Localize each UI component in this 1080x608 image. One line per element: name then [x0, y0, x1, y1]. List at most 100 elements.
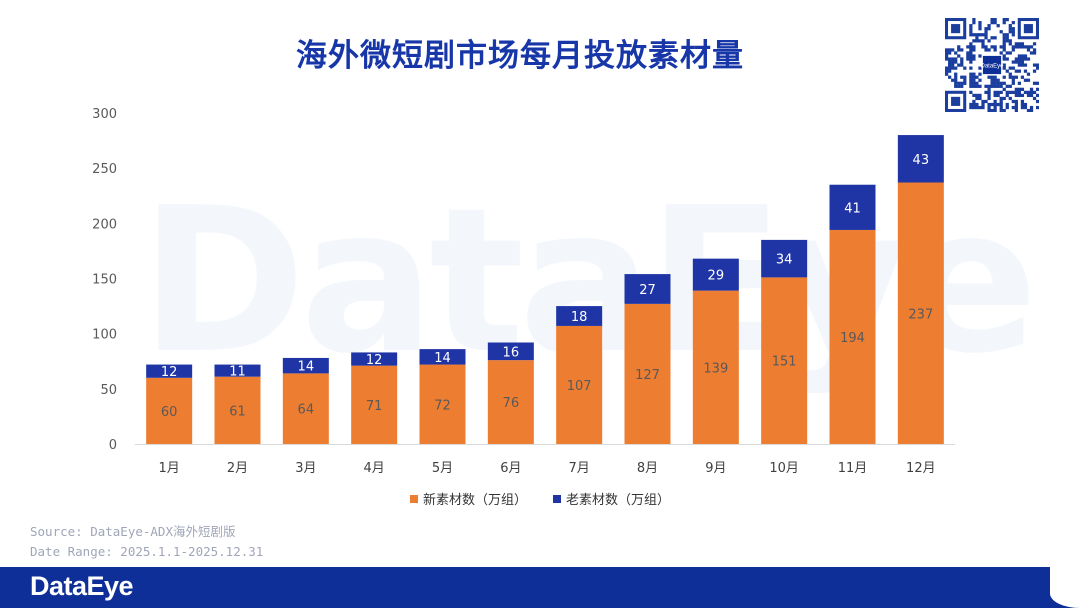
qr-module: [987, 96, 991, 101]
qr-module: [1014, 45, 1018, 49]
qr-module: [960, 81, 964, 85]
qr-module: [972, 48, 976, 52]
qr-module: [1026, 78, 1031, 82]
qr-module: [966, 57, 970, 61]
qr-module: [993, 45, 997, 49]
x-tick-label: 11月: [838, 461, 868, 476]
qr-module: [957, 48, 961, 52]
bar-new-materials: [556, 325, 603, 444]
bar-new-materials: [419, 364, 466, 444]
qr-module: [993, 108, 997, 113]
qr-module: [1014, 75, 1018, 79]
qr-module: [1017, 45, 1022, 49]
qr-module: [1002, 96, 1006, 101]
qr-module: [957, 84, 961, 88]
qr-module: [993, 36, 997, 40]
qr-module: [1011, 27, 1015, 31]
qr-center-logo: [982, 55, 1002, 75]
qr-module: [972, 78, 976, 82]
qr-module: [1020, 57, 1025, 61]
qr-module: [1017, 93, 1022, 98]
x-tick-label: 2月: [227, 461, 248, 476]
qr-module: [975, 33, 979, 37]
qr-module: [999, 96, 1003, 101]
qr-module: [1023, 90, 1028, 95]
qr-module: [1011, 30, 1015, 34]
qr-module: [1008, 42, 1012, 46]
qr-module: [1005, 84, 1009, 88]
qr-module: [972, 102, 976, 107]
qr-module: [1011, 60, 1015, 64]
qr-module: [1017, 81, 1022, 85]
qr-module: [945, 51, 949, 55]
qr-module: [969, 60, 973, 64]
qr-module: [948, 57, 952, 61]
qr-module: [1032, 90, 1037, 95]
data-label-new: 72: [434, 398, 451, 413]
source-line: Source: DataEye-ADX海外短剧版: [30, 524, 236, 539]
qr-module: [1035, 81, 1040, 85]
qr-module: [1005, 18, 1009, 22]
qr-module: [1023, 78, 1028, 82]
data-label-old: 29: [708, 269, 725, 284]
qr-module: [999, 105, 1003, 110]
qr-module: [990, 84, 994, 88]
qr-module: [972, 57, 976, 61]
qr-module: [969, 102, 973, 107]
data-label-old: 16: [503, 345, 520, 360]
qr-module: [978, 27, 982, 31]
qr-module: [948, 75, 952, 79]
qr-center-label: DataEye: [980, 64, 1004, 70]
qr-module: [990, 108, 994, 113]
qr-module: [1023, 69, 1028, 73]
qr-module: [978, 21, 982, 25]
qr-module: [999, 90, 1003, 95]
qr-module: [1032, 69, 1037, 73]
qr-module: [945, 66, 949, 70]
qr-module: [966, 45, 970, 49]
qr-module: [1017, 54, 1022, 58]
bar-new-materials: [829, 229, 876, 444]
data-label-old: 41: [844, 201, 861, 216]
qr-module: [1023, 54, 1028, 58]
legend-label-old: 老素材数（万组）: [566, 493, 671, 508]
x-tick-label: 3月: [295, 461, 316, 476]
qr-module: [951, 66, 955, 70]
qr-module: [960, 48, 964, 52]
data-label-old: 34: [776, 253, 793, 268]
qr-module: [1011, 48, 1015, 52]
qr-module: [993, 48, 997, 52]
qr-module: [1002, 21, 1006, 25]
qr-module: [978, 33, 982, 37]
x-tick-label: 7月: [569, 461, 590, 476]
bar-new-materials: [487, 360, 534, 444]
qr-module: [951, 60, 955, 64]
qr-module: [969, 30, 973, 34]
y-tick-label: 100: [92, 328, 117, 343]
legend-swatch-new: [409, 494, 418, 503]
bar-old-materials: [829, 184, 876, 230]
qr-module: [969, 78, 973, 82]
qr-code: DataEye: [945, 18, 1040, 113]
qr-module: [1035, 87, 1040, 91]
qr-module: [990, 36, 994, 40]
qr-module: [984, 30, 988, 34]
qr-module: [990, 21, 994, 25]
qr-code-graphic: DataEye: [945, 18, 1040, 113]
qr-module: [969, 66, 973, 70]
qr-module: [1029, 51, 1034, 55]
qr-module: [1005, 57, 1009, 61]
qr-module: [978, 24, 982, 28]
qr-module: [981, 99, 985, 104]
qr-module: [945, 54, 949, 58]
bar-old-materials: [692, 258, 739, 291]
qr-module: [963, 66, 967, 70]
qr-module: [1005, 102, 1009, 107]
qr-module: [987, 84, 991, 88]
qr-module: [993, 105, 997, 110]
qr-module: [987, 90, 991, 95]
qr-module: [1017, 90, 1022, 95]
qr-module: [1011, 33, 1015, 37]
qr-module: [1017, 57, 1022, 61]
qr-module: [984, 99, 988, 104]
